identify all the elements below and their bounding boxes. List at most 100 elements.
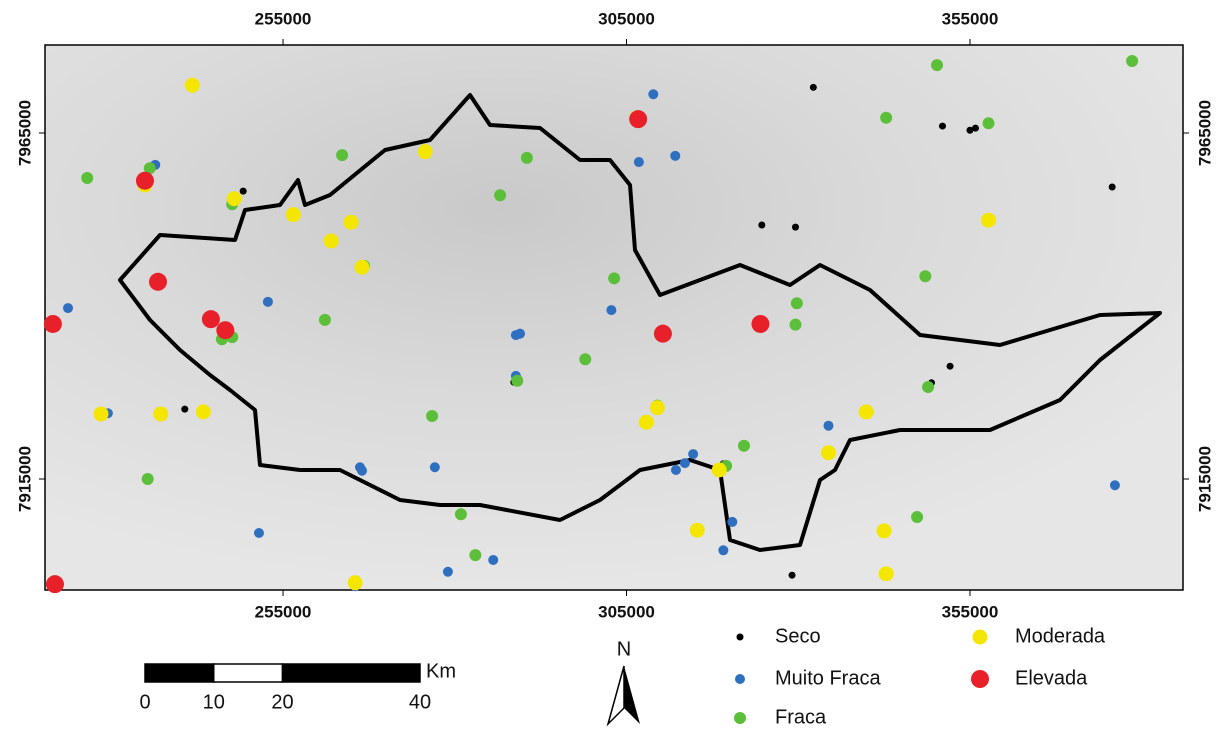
point	[911, 511, 923, 523]
point	[336, 149, 348, 161]
scale-segment	[145, 664, 214, 682]
point	[185, 78, 200, 93]
legend-label: Fraca	[775, 706, 827, 728]
point	[63, 303, 73, 313]
point	[426, 410, 438, 422]
point	[254, 528, 264, 538]
point	[286, 207, 301, 222]
point	[181, 406, 188, 413]
point	[823, 421, 833, 431]
legend-marker	[971, 670, 989, 688]
point	[46, 575, 64, 593]
point	[972, 125, 979, 132]
legend-marker	[737, 634, 744, 641]
point	[136, 172, 154, 190]
legend-label: Moderada	[1015, 625, 1106, 647]
point	[712, 463, 727, 478]
point	[654, 325, 672, 343]
point	[606, 305, 616, 315]
point	[227, 191, 242, 206]
north-arrow-left	[608, 666, 624, 724]
point	[355, 260, 370, 275]
point	[877, 523, 892, 538]
point	[718, 545, 728, 555]
point	[202, 310, 220, 328]
point	[859, 404, 874, 419]
point	[947, 363, 954, 370]
point	[792, 224, 799, 231]
x-tick-label-bottom: 355000	[942, 602, 999, 621]
point	[680, 458, 690, 468]
north-arrow-right	[624, 666, 640, 724]
point	[196, 404, 211, 419]
point	[922, 381, 934, 393]
point	[670, 151, 680, 161]
point	[821, 445, 836, 460]
map: N 25500025500030500030500035500035500079…	[0, 0, 1232, 729]
scale-label: 0	[139, 691, 150, 713]
y-tick-label-right: 7965000	[1195, 100, 1214, 166]
point	[931, 59, 943, 71]
point	[521, 152, 533, 164]
point	[919, 270, 931, 282]
point	[44, 315, 62, 333]
point	[608, 272, 620, 284]
x-tick-label-top: 255000	[255, 9, 312, 28]
point	[751, 315, 769, 333]
point	[142, 473, 154, 485]
point	[579, 353, 591, 365]
point	[93, 406, 108, 421]
point	[1109, 183, 1116, 190]
legend-marker	[734, 712, 746, 724]
point	[648, 89, 658, 99]
point	[511, 375, 523, 387]
legend-label: Seco	[775, 625, 821, 647]
point	[488, 555, 498, 565]
scale-label: 10	[203, 691, 225, 713]
point	[789, 319, 801, 331]
scale-label: 40	[409, 691, 431, 713]
y-tick-label-left: 7965000	[15, 100, 34, 166]
point	[738, 440, 750, 452]
point	[319, 314, 331, 326]
point	[149, 273, 167, 291]
point	[443, 567, 453, 577]
x-tick-label-bottom: 255000	[255, 602, 312, 621]
legend-marker	[735, 674, 745, 684]
north-arrow: N	[608, 638, 640, 724]
north-label: N	[617, 638, 631, 660]
scale-segment	[214, 664, 283, 682]
point	[348, 575, 363, 590]
point	[688, 449, 698, 459]
x-tick-label-top: 305000	[598, 9, 655, 28]
legend-label: Elevada	[1015, 667, 1088, 689]
y-tick-label-left: 7915000	[15, 446, 34, 512]
point	[727, 517, 737, 527]
point	[983, 117, 995, 129]
x-tick-label-top: 355000	[942, 9, 999, 28]
point	[263, 297, 273, 307]
legend-label: Muito Fraca	[775, 667, 881, 689]
point	[1110, 480, 1120, 490]
point	[629, 110, 647, 128]
y-tick-label-right: 7915000	[1195, 446, 1214, 512]
point	[690, 523, 705, 538]
point	[153, 406, 168, 421]
point	[430, 462, 440, 472]
point	[515, 329, 525, 339]
point	[810, 84, 817, 91]
scale-unit: Km	[426, 660, 456, 682]
point	[758, 222, 765, 229]
point	[455, 508, 467, 520]
point	[650, 400, 665, 415]
point	[791, 297, 803, 309]
point	[418, 144, 433, 159]
point	[879, 566, 894, 581]
point	[240, 188, 247, 195]
point	[357, 466, 367, 476]
point	[494, 189, 506, 201]
point	[634, 157, 644, 167]
point	[880, 112, 892, 124]
point	[671, 465, 681, 475]
scale-label: 20	[271, 691, 293, 713]
